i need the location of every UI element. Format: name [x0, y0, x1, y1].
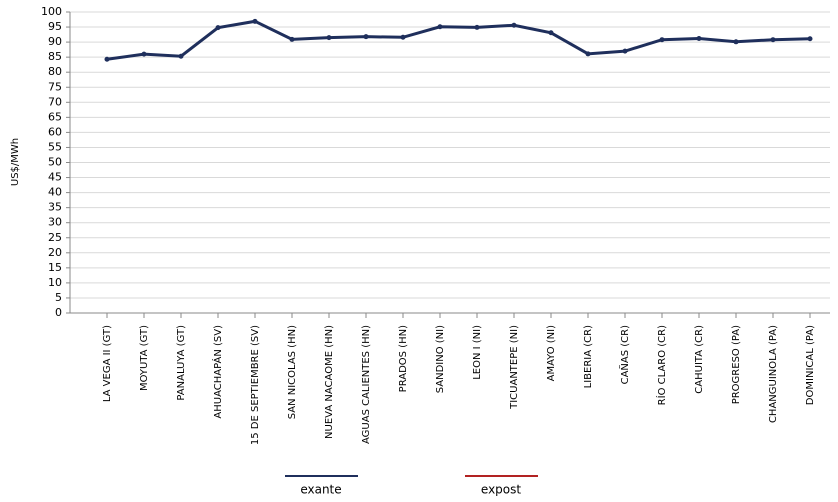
point: [215, 25, 221, 31]
y-tick-label: 85: [48, 50, 62, 63]
y-tick-label: 30: [48, 216, 62, 229]
x-tick-label: RÍO CLARO (CR): [655, 325, 668, 405]
x-tick-label: PRADOS (HN): [398, 325, 409, 392]
y-tick-label: 55: [48, 140, 62, 153]
x-tick-label: LEON I (NI): [472, 325, 483, 380]
x-tick-label: AMAYO (NI): [546, 325, 557, 381]
point: [807, 36, 813, 42]
point: [696, 35, 702, 41]
y-tick-label: 20: [48, 246, 62, 259]
y-tick-label: 100: [41, 5, 62, 18]
x-tick-label: AHUACHAPÁN (SV): [211, 325, 224, 419]
point: [511, 22, 517, 28]
y-tick-label: 50: [48, 156, 62, 169]
point: [659, 37, 665, 43]
point: [770, 37, 776, 43]
y-tick-label: 60: [48, 125, 62, 138]
point: [104, 56, 110, 62]
y-axis-label: US$/MWh: [10, 138, 21, 186]
y-tick-label: 10: [48, 276, 62, 289]
y-tick-label: 75: [48, 80, 62, 93]
x-tick-label: NUEVA NACAOME (HN): [324, 325, 335, 439]
x-tick-label: PANALUYA (GT): [176, 325, 187, 401]
series-line: [106, 19, 811, 61]
x-tick-label: MOYUTA (GT): [139, 325, 150, 391]
legend-label: exante: [300, 483, 341, 497]
y-tick-label: 90: [48, 35, 62, 48]
x-tick-label: LIBERIA (CR): [583, 325, 594, 388]
y-tick-label: 45: [48, 171, 62, 184]
point: [289, 36, 295, 42]
point: [363, 34, 369, 40]
x-tick-label: CAÑAS (CR): [618, 325, 631, 385]
y-tick-label: 70: [48, 95, 62, 108]
point: [585, 51, 591, 57]
x-tick-label: CAHUITA (CR): [694, 325, 705, 394]
x-tick-label: LA VEGA II (GT): [102, 325, 113, 402]
x-tick-label: 15 DE SEPTIEMBRE (SV): [250, 325, 261, 445]
point: [252, 18, 258, 24]
point: [178, 53, 184, 59]
y-tick-label: 15: [48, 261, 62, 274]
x-tick-label: AGUAS CALIENTES (HN): [361, 325, 372, 444]
point: [141, 51, 147, 57]
y-tick-label: 80: [48, 65, 62, 78]
point: [437, 24, 443, 30]
x-tick-label: SAN NICOLAS (HN): [287, 325, 298, 419]
point: [548, 30, 554, 36]
y-tick-label: 95: [48, 20, 62, 33]
x-tick-label: PROGRESO (PA): [731, 325, 742, 404]
point: [400, 34, 406, 40]
y-tick-label: 65: [48, 110, 62, 123]
point: [474, 24, 480, 30]
legend-label: expost: [481, 483, 521, 497]
y-tick-label: 0: [55, 306, 62, 319]
point: [622, 48, 628, 54]
x-tick-label: SANDINO (NI): [435, 325, 446, 393]
y-tick-label: 35: [48, 201, 62, 214]
y-tick-label: 40: [48, 186, 62, 199]
y-tick-label: 25: [48, 231, 62, 244]
point: [733, 39, 739, 45]
x-tick-label: TICUANTEPE (NI): [509, 325, 520, 410]
x-tick-label: CHANGUINOLA (PA): [768, 325, 779, 423]
y-tick-label: 5: [55, 291, 62, 304]
x-tick-label: DOMINICAL (PA): [805, 325, 816, 405]
point: [326, 35, 332, 41]
